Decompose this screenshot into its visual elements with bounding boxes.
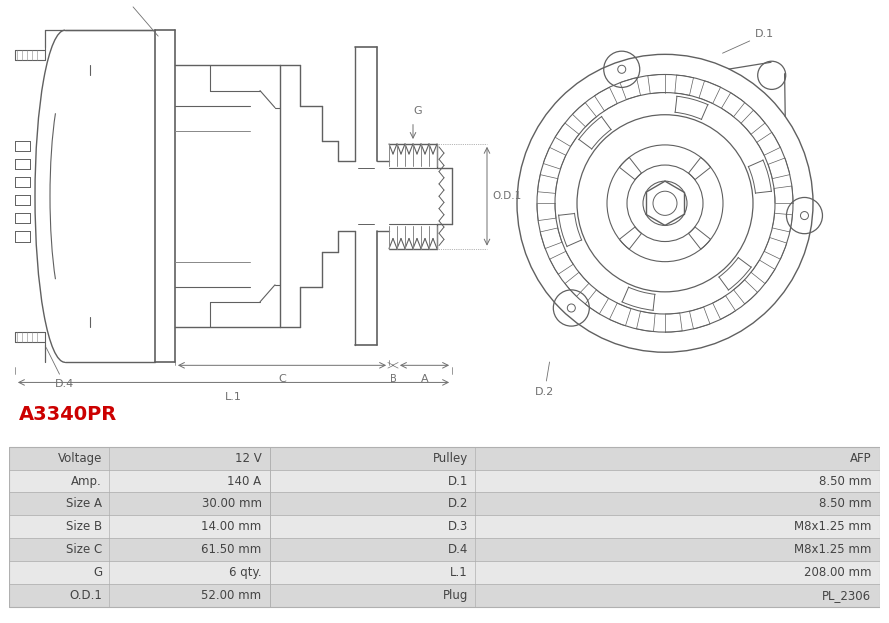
Text: D.1: D.1 (723, 29, 774, 53)
FancyBboxPatch shape (270, 492, 880, 515)
Text: M8x1.25 mm: M8x1.25 mm (794, 520, 871, 533)
FancyBboxPatch shape (270, 561, 880, 584)
FancyBboxPatch shape (9, 515, 270, 538)
FancyBboxPatch shape (9, 561, 270, 584)
FancyBboxPatch shape (270, 470, 880, 492)
Text: Size A: Size A (66, 497, 102, 510)
Text: A3340PR: A3340PR (20, 406, 117, 424)
Text: D.4: D.4 (46, 348, 75, 389)
Text: PL_2306: PL_2306 (822, 589, 871, 602)
FancyBboxPatch shape (270, 538, 880, 561)
Text: O.D.1: O.D.1 (69, 589, 102, 602)
FancyBboxPatch shape (270, 584, 880, 607)
Text: AFP: AFP (850, 452, 871, 465)
FancyBboxPatch shape (9, 538, 270, 561)
Text: Pulley: Pulley (433, 452, 468, 465)
Text: Amp.: Amp. (71, 475, 102, 488)
FancyBboxPatch shape (270, 447, 880, 470)
Text: 208.00 mm: 208.00 mm (804, 566, 871, 579)
Text: D.2: D.2 (535, 362, 554, 396)
Text: 8.50 mm: 8.50 mm (819, 497, 871, 510)
Text: C: C (278, 374, 286, 384)
Text: G: G (93, 566, 102, 579)
FancyBboxPatch shape (9, 447, 270, 470)
Text: D.3: D.3 (448, 520, 468, 533)
Text: 12 V: 12 V (235, 452, 261, 465)
Text: 30.00 mm: 30.00 mm (202, 497, 261, 510)
Text: L.1: L.1 (450, 566, 468, 579)
Text: Plug: Plug (443, 589, 468, 602)
FancyBboxPatch shape (9, 584, 270, 607)
Text: 140 A: 140 A (228, 475, 261, 488)
Text: G: G (413, 106, 422, 116)
Text: Voltage: Voltage (58, 452, 102, 465)
Text: Size B: Size B (66, 520, 102, 533)
Text: D.2: D.2 (448, 497, 468, 510)
Text: A: A (420, 374, 428, 384)
Text: D.3: D.3 (115, 0, 158, 36)
Text: 8.50 mm: 8.50 mm (819, 475, 871, 488)
Text: D.4: D.4 (448, 543, 468, 556)
Text: B: B (389, 374, 396, 384)
Text: O.D.1: O.D.1 (492, 191, 521, 201)
Text: Size C: Size C (66, 543, 102, 556)
Text: 61.50 mm: 61.50 mm (201, 543, 261, 556)
FancyBboxPatch shape (9, 470, 270, 492)
FancyBboxPatch shape (9, 492, 270, 515)
Text: 52.00 mm: 52.00 mm (202, 589, 261, 602)
FancyBboxPatch shape (270, 515, 880, 538)
Text: 14.00 mm: 14.00 mm (201, 520, 261, 533)
Text: M8x1.25 mm: M8x1.25 mm (794, 543, 871, 556)
Text: L.1: L.1 (225, 392, 242, 402)
Text: 6 qty.: 6 qty. (229, 566, 261, 579)
Text: D.1: D.1 (448, 475, 468, 488)
